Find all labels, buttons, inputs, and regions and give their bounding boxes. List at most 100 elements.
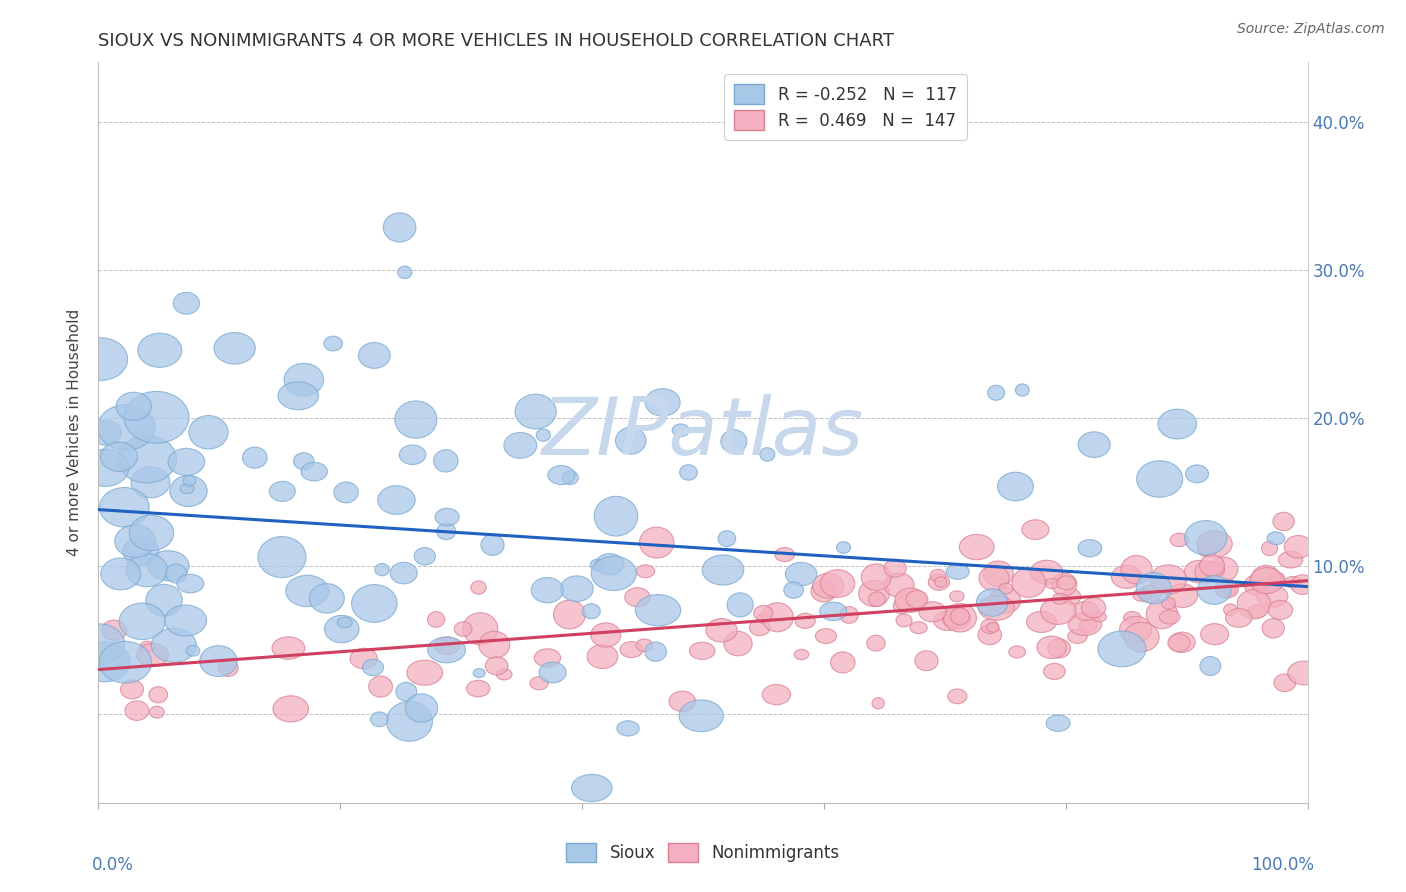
Ellipse shape <box>183 475 195 486</box>
Ellipse shape <box>942 608 972 629</box>
Ellipse shape <box>467 681 489 697</box>
Ellipse shape <box>1198 575 1232 605</box>
Ellipse shape <box>1247 605 1267 618</box>
Ellipse shape <box>1184 560 1213 582</box>
Ellipse shape <box>894 588 927 613</box>
Ellipse shape <box>645 642 666 661</box>
Ellipse shape <box>454 622 472 636</box>
Ellipse shape <box>884 573 914 597</box>
Ellipse shape <box>1119 616 1152 643</box>
Ellipse shape <box>534 648 561 667</box>
Ellipse shape <box>762 684 790 705</box>
Ellipse shape <box>1185 465 1209 483</box>
Ellipse shape <box>530 677 548 690</box>
Ellipse shape <box>531 578 564 603</box>
Ellipse shape <box>101 558 141 590</box>
Ellipse shape <box>1257 585 1288 607</box>
Ellipse shape <box>645 389 681 417</box>
Ellipse shape <box>405 694 437 723</box>
Ellipse shape <box>333 482 359 503</box>
Ellipse shape <box>1161 598 1175 609</box>
Ellipse shape <box>406 660 443 685</box>
Ellipse shape <box>1036 636 1066 658</box>
Ellipse shape <box>371 712 388 727</box>
Ellipse shape <box>270 482 295 501</box>
Ellipse shape <box>115 525 156 558</box>
Ellipse shape <box>1244 575 1267 595</box>
Ellipse shape <box>1073 601 1099 620</box>
Ellipse shape <box>616 427 645 454</box>
Ellipse shape <box>859 581 890 607</box>
Ellipse shape <box>138 334 181 368</box>
Ellipse shape <box>637 565 655 578</box>
Ellipse shape <box>759 448 775 461</box>
Ellipse shape <box>821 570 855 598</box>
Ellipse shape <box>1052 573 1077 596</box>
Ellipse shape <box>1080 619 1097 632</box>
Ellipse shape <box>979 566 1010 591</box>
Ellipse shape <box>979 625 1001 645</box>
Ellipse shape <box>990 587 1021 614</box>
Ellipse shape <box>284 363 323 396</box>
Ellipse shape <box>636 595 681 626</box>
Ellipse shape <box>80 641 129 681</box>
Ellipse shape <box>1168 632 1195 652</box>
Ellipse shape <box>481 534 505 556</box>
Ellipse shape <box>399 445 426 465</box>
Ellipse shape <box>872 698 884 709</box>
Ellipse shape <box>396 682 416 701</box>
Ellipse shape <box>398 266 412 278</box>
Ellipse shape <box>1008 646 1025 658</box>
Ellipse shape <box>934 611 962 631</box>
Ellipse shape <box>257 537 307 578</box>
Ellipse shape <box>1284 576 1302 588</box>
Ellipse shape <box>188 416 228 449</box>
Legend: Sioux, Nonimmigrants: Sioux, Nonimmigrants <box>560 836 846 869</box>
Ellipse shape <box>928 574 949 591</box>
Ellipse shape <box>562 471 578 484</box>
Ellipse shape <box>987 385 1005 401</box>
Ellipse shape <box>117 392 152 420</box>
Ellipse shape <box>1278 551 1303 568</box>
Ellipse shape <box>1012 568 1046 598</box>
Ellipse shape <box>1251 566 1281 591</box>
Ellipse shape <box>146 584 183 616</box>
Ellipse shape <box>783 582 803 599</box>
Ellipse shape <box>1272 512 1295 531</box>
Ellipse shape <box>177 574 204 593</box>
Ellipse shape <box>595 554 624 575</box>
Ellipse shape <box>1123 623 1159 652</box>
Text: 100.0%: 100.0% <box>1250 856 1313 874</box>
Ellipse shape <box>117 435 177 483</box>
Ellipse shape <box>1063 590 1081 605</box>
Ellipse shape <box>1052 593 1067 604</box>
Ellipse shape <box>820 602 846 621</box>
Ellipse shape <box>434 637 460 655</box>
Ellipse shape <box>515 394 557 429</box>
Ellipse shape <box>811 580 837 602</box>
Ellipse shape <box>1223 604 1237 615</box>
Text: 0.0%: 0.0% <box>93 856 134 874</box>
Ellipse shape <box>1288 661 1320 685</box>
Ellipse shape <box>1201 624 1229 645</box>
Ellipse shape <box>538 662 567 683</box>
Ellipse shape <box>200 646 238 676</box>
Ellipse shape <box>1092 612 1107 622</box>
Ellipse shape <box>149 687 167 703</box>
Ellipse shape <box>100 488 149 527</box>
Ellipse shape <box>591 559 605 571</box>
Ellipse shape <box>485 657 508 675</box>
Ellipse shape <box>309 583 344 613</box>
Ellipse shape <box>862 564 891 591</box>
Ellipse shape <box>561 576 593 601</box>
Ellipse shape <box>129 516 174 550</box>
Ellipse shape <box>1267 532 1285 545</box>
Ellipse shape <box>1136 461 1182 497</box>
Ellipse shape <box>679 700 723 731</box>
Ellipse shape <box>1046 714 1070 731</box>
Ellipse shape <box>679 465 697 480</box>
Ellipse shape <box>689 642 716 659</box>
Ellipse shape <box>981 619 998 633</box>
Ellipse shape <box>100 641 152 683</box>
Ellipse shape <box>378 486 415 515</box>
